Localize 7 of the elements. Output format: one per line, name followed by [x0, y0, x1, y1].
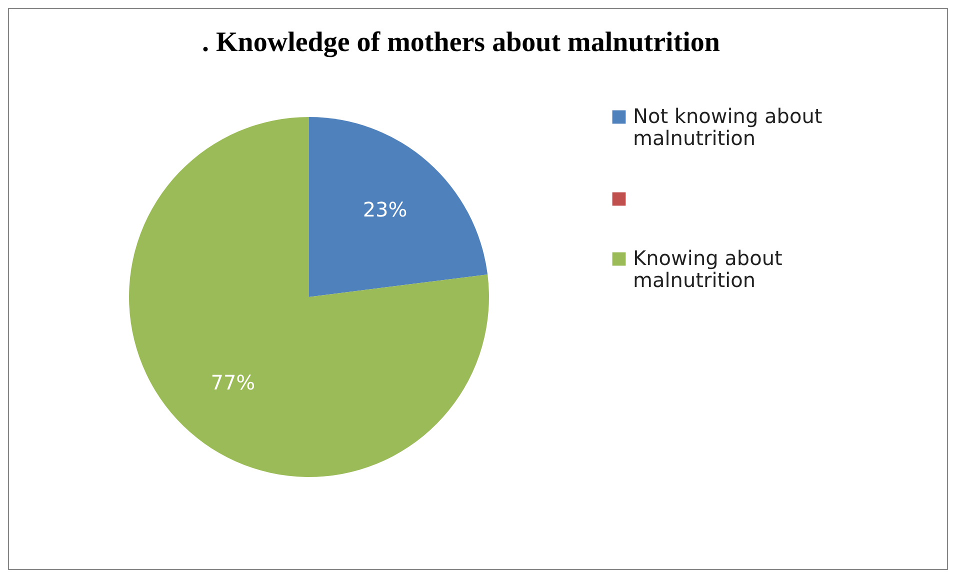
data-label: 77% — [210, 370, 256, 394]
data-label: 23% — [362, 198, 408, 222]
legend-label: Not knowing about malnutrition — [633, 104, 822, 150]
pie-slice — [129, 117, 489, 477]
chart-title: . Knowledge of mothers about malnutrition — [202, 27, 720, 58]
legend-label: Knowing about malnutrition — [633, 246, 783, 292]
pie-slice — [309, 117, 488, 297]
